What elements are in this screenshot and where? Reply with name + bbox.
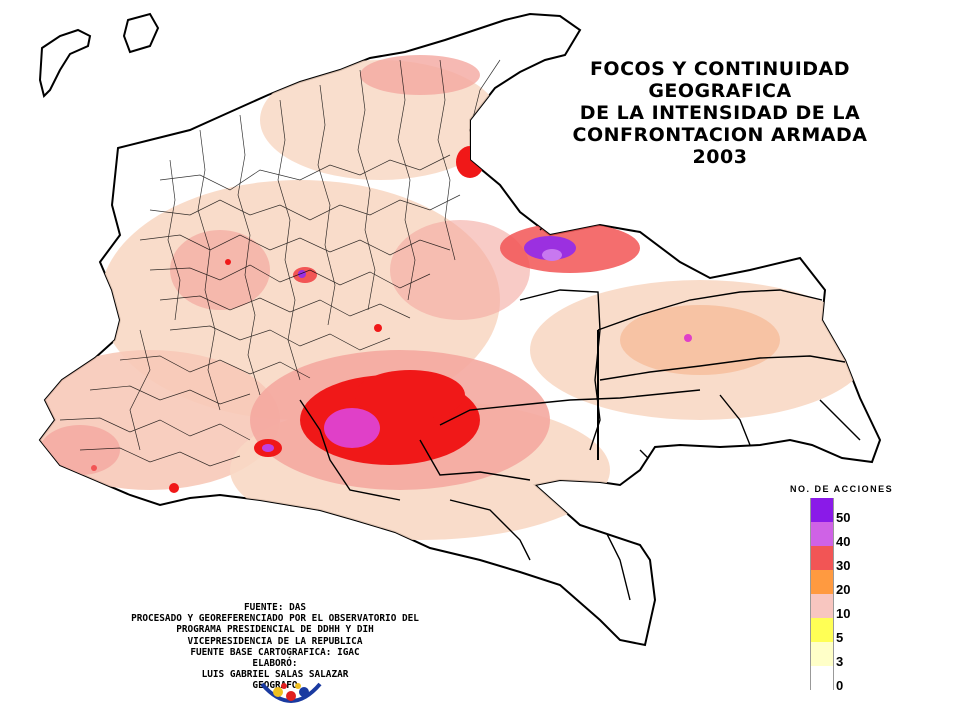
providencia-island [122,12,160,54]
credits-line: LUIS GABRIEL SALAS SALAZAR [201,669,349,681]
legend: 50 40 30 20 10 5 3 0 [810,498,930,693]
shade-arauca-purple [524,236,576,260]
title-line-1: FOCOS Y CONTINUIDAD [589,58,851,80]
map-title: FOCOS Y CONTINUIDAD GEOGRAFICA DE LA INT… [500,58,940,168]
dot-narino [91,465,97,471]
shade-choco [170,230,270,310]
title-line-2: GEOGRAFICA [648,80,792,102]
legend-label: 10 [836,606,851,621]
legend-swatch [810,666,834,690]
legend-row: 40 [810,522,930,549]
credits-line: VICEPRESIDENCIA DE LA REPUBLICA [187,635,363,647]
shade-vichada [620,305,780,375]
legend-swatch [810,498,834,522]
vicepresidencia-logo [260,682,322,703]
shade-caqueta-magenta [324,408,380,448]
intensity-layer [40,55,870,601]
credits-line: FUENTE: DAS [243,602,307,613]
legend-swatch [810,570,834,594]
legend-swatch [810,642,834,666]
shade-santander [390,220,530,320]
legend-row: 0 [810,666,930,693]
credits-line: PROCESADO Y GEOREFERENCIADO POR EL OBSER… [131,613,419,625]
legend-label: 0 [836,678,844,693]
dot-choco [225,259,231,265]
shade-arauca-violet [542,249,562,261]
title-line-5: 2003 [692,146,748,168]
legend-label: 50 [836,510,851,525]
dot-vichada [684,334,692,342]
shade-caqueta-red2 [355,370,465,420]
dot-tolima [374,324,382,332]
legend-row: 5 [810,618,930,645]
legend-swatch [810,522,834,546]
municipal-boundaries [59,59,501,467]
legend-row: 20 [810,570,930,597]
legend-swatch [810,618,834,642]
legend-label: 40 [836,534,851,549]
legend-label: 30 [836,558,851,573]
dot-antioquia [298,270,306,278]
legend-row: 30 [810,546,930,573]
legend-label: 5 [836,630,844,645]
legend-row: 50 [810,498,930,525]
legend-row: 10 [810,594,930,621]
title-line-3: DE LA INTENSIDAD DE LA [579,102,861,124]
credits-line: FUENTE BASE CARTOGRAFICA: IGAC [190,646,360,658]
credits-line: GEOGRAFO [252,680,298,692]
legend-row: 3 [810,642,930,669]
legend-label: 20 [836,582,851,597]
legend-swatch [810,594,834,618]
credits-line: PROGRAMA PRESIDENCIAL DE DDHH Y DIH [176,624,374,636]
legend-label: 3 [836,654,844,669]
dot-cauca [169,483,179,493]
credits-line: ELABORÓ: [252,658,298,670]
legend-title: NO. DE ACCIONES [790,484,894,494]
shade-huila-m [262,444,274,452]
shade-north-pink [360,55,480,95]
title-line-4: CONFRONTACION ARMADA [572,124,868,146]
shade-cesar [456,146,484,178]
legend-swatch [810,546,834,570]
san-andres-island [38,28,92,98]
credits: FUENTE: DAS PROCESADO Y GEOREFERENCIADO … [30,602,520,692]
